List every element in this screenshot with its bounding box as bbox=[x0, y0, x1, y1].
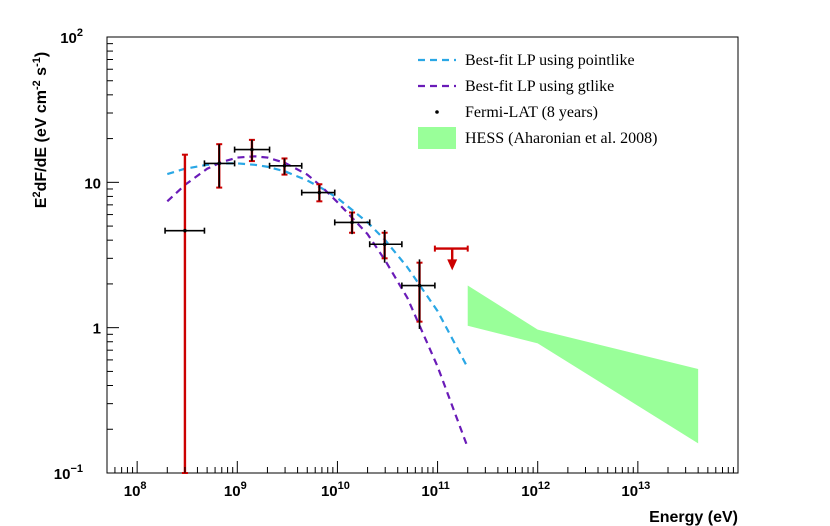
data-marker bbox=[250, 147, 254, 152]
legend-entry: Fermi-LAT (8 years) bbox=[435, 104, 598, 121]
data-marker bbox=[417, 283, 422, 288]
y-tick-label: 10−1 bbox=[54, 463, 83, 483]
fermi-data-point bbox=[368, 229, 403, 263]
legend-label: Fermi-LAT (8 years) bbox=[465, 104, 598, 121]
x-tick-label: 1012 bbox=[521, 480, 550, 500]
y-tick-label: 10 bbox=[84, 175, 101, 192]
fermi-data-point bbox=[401, 259, 436, 329]
legend-label: HESS (Aharonian et al. 2008) bbox=[465, 130, 657, 147]
fermi-data-point bbox=[164, 153, 206, 474]
fermi-data-point bbox=[333, 211, 371, 235]
y-tick-label: 102 bbox=[60, 27, 83, 47]
data-marker bbox=[282, 163, 287, 168]
x-axis-label: Energy (eV) bbox=[649, 509, 738, 526]
legend: Best-fit LP using pointlike Best-fit LP u… bbox=[418, 52, 657, 149]
fermi-data-point bbox=[203, 143, 236, 189]
hess-band bbox=[467, 285, 699, 444]
upper-limit bbox=[433, 245, 469, 271]
x-tick-label: 1013 bbox=[621, 480, 650, 500]
upper-limit-arrowhead bbox=[447, 259, 458, 271]
legend-point-swatch bbox=[435, 110, 439, 114]
legend-label: Best-fit LP using gtlike bbox=[465, 78, 614, 95]
fermi-data-point bbox=[300, 183, 336, 203]
axes-layer: 108 109 1010 1011 1012 1013 10−1 1 10 102 bbox=[54, 27, 734, 500]
data-marker bbox=[317, 190, 322, 195]
data-marker bbox=[382, 242, 387, 247]
x-tick-label: 1010 bbox=[321, 480, 350, 500]
fit-curves-layer bbox=[166, 155, 469, 448]
fermi-data-point bbox=[233, 138, 271, 163]
data-marker bbox=[217, 161, 222, 166]
fermi-points-layer bbox=[164, 138, 469, 474]
hess-band-layer bbox=[467, 285, 699, 444]
x-tick-label: 108 bbox=[124, 480, 147, 500]
data-marker bbox=[183, 228, 187, 233]
legend-entry: Best-fit LP using pointlike bbox=[418, 52, 635, 69]
gtlike-fit-curve bbox=[166, 155, 469, 448]
legend-label: Best-fit LP using pointlike bbox=[465, 52, 635, 69]
pointlike-fit-curve bbox=[166, 162, 469, 369]
y-axis-label: E2dF/dE (eV cm-2 s-1) bbox=[31, 52, 50, 208]
legend-band-swatch bbox=[418, 127, 456, 149]
data-marker bbox=[350, 220, 354, 225]
legend-entry: HESS (Aharonian et al. 2008) bbox=[418, 127, 657, 149]
x-tick-label: 109 bbox=[224, 480, 247, 500]
y-tick-label: 1 bbox=[93, 321, 101, 338]
x-tick-label: 1011 bbox=[421, 480, 449, 500]
legend-entry: Best-fit LP using gtlike bbox=[418, 78, 614, 95]
fermi-data-point bbox=[268, 157, 303, 176]
